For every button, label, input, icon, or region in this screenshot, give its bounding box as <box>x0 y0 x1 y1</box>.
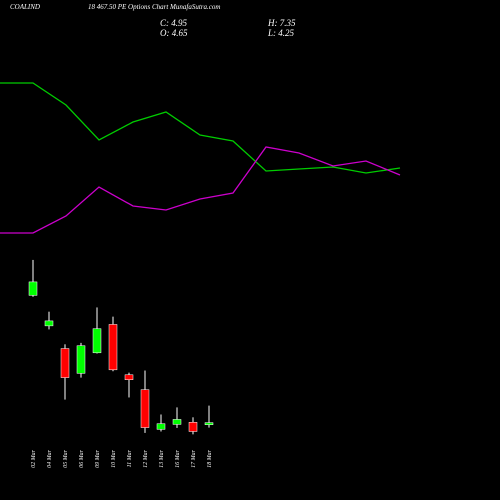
candle-wick <box>160 414 162 432</box>
x-tick-label: 09 Mar <box>95 449 101 467</box>
open-label: O: 4.65 <box>160 28 188 38</box>
candle-wick <box>32 259 34 297</box>
candle-body <box>28 281 38 296</box>
indicator-line <box>0 82 401 174</box>
candle-body <box>172 419 182 425</box>
x-tick-label: 18 Mar <box>207 449 213 467</box>
candle-body <box>188 422 198 432</box>
candle-body <box>60 348 70 378</box>
chart-subtitle: 18 467.50 PE Options Chart MunafaSutra.c… <box>88 3 220 11</box>
candle-wick <box>176 407 178 428</box>
candle-wick <box>128 372 130 398</box>
x-tick-label: 02 Mar <box>31 449 37 467</box>
x-tick-label: 17 Mar <box>191 449 197 467</box>
indicator-line <box>0 146 401 234</box>
candle-body <box>140 389 150 428</box>
candle-body <box>204 422 214 426</box>
candle-body <box>156 423 166 430</box>
x-tick-label: 04 Mar <box>46 449 53 467</box>
x-tick-label: 12 Mar <box>143 449 149 467</box>
low-label: L: 4.25 <box>267 28 295 38</box>
x-tick-label: 16 Mar <box>175 449 181 467</box>
chart-title: COALIND <box>10 3 40 11</box>
x-tick-label: 10 Mar <box>111 449 117 467</box>
x-tick-label: 05 Mar <box>63 449 69 467</box>
candle-wick <box>208 405 210 428</box>
x-tick-label: 13 Mar <box>159 449 165 467</box>
candle-body <box>76 345 86 374</box>
high-label: H: 7.35 <box>267 18 296 28</box>
close-label: C: 4.95 <box>160 18 188 28</box>
candle-wick <box>48 311 50 330</box>
candle-body <box>108 324 118 371</box>
x-tick-label: 11 Mar <box>127 449 133 467</box>
candle-body <box>44 320 54 327</box>
candle-body <box>92 328 102 354</box>
candle-body <box>124 374 134 380</box>
x-tick-label: 06 Mar <box>79 449 85 467</box>
